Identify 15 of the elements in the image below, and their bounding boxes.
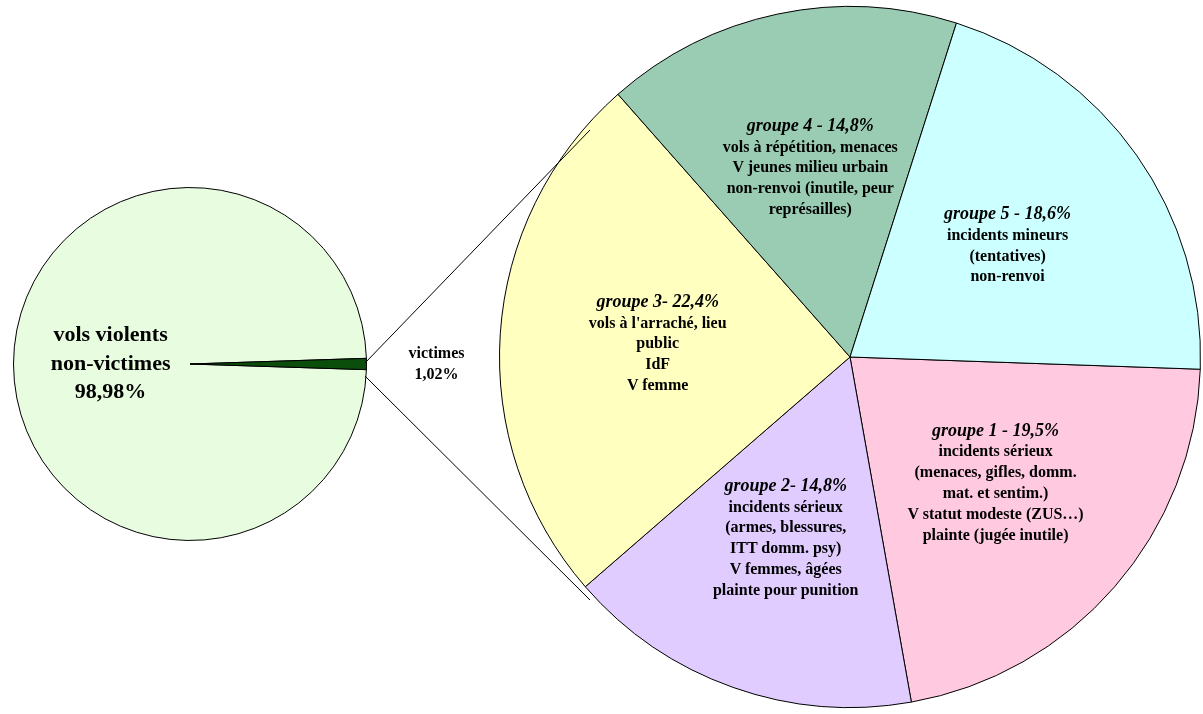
text: vols à l'arraché, lieu public IdF V femme xyxy=(588,313,727,393)
slice-label: victimes xyxy=(408,343,465,361)
slice-label: groupe 4 - 14,8% xyxy=(745,115,874,136)
slice-label: groupe 2- 14,8% xyxy=(723,475,847,496)
slice-label: non-victimes xyxy=(50,349,171,375)
slice-label: groupe 3- 22,4% xyxy=(595,291,719,312)
text: incidents sérieux (menaces, gifles, domm. mat. et sentim.) V statut modeste (ZUS…) plainte (jugée inutile) xyxy=(907,442,1084,544)
text: vols à répétition, menaces V jeunes milieu urbain non-renvoi (inutile, peur représailles) xyxy=(722,137,898,219)
data-label: 98,98% xyxy=(74,378,147,404)
slice-label: groupe 5 - 18,6% xyxy=(943,203,1072,224)
text: vols violents xyxy=(53,321,169,347)
slice-label: groupe 1 - 19,5% xyxy=(931,420,1060,441)
text: incidents sérieux (armes, blessures, ITT domm. psy) V femmes, âgées plainte pour punition xyxy=(712,497,859,599)
data-label: 1,02% xyxy=(414,364,459,382)
text: incidents mineurs (tentatives) non-renvoi xyxy=(946,225,1069,285)
